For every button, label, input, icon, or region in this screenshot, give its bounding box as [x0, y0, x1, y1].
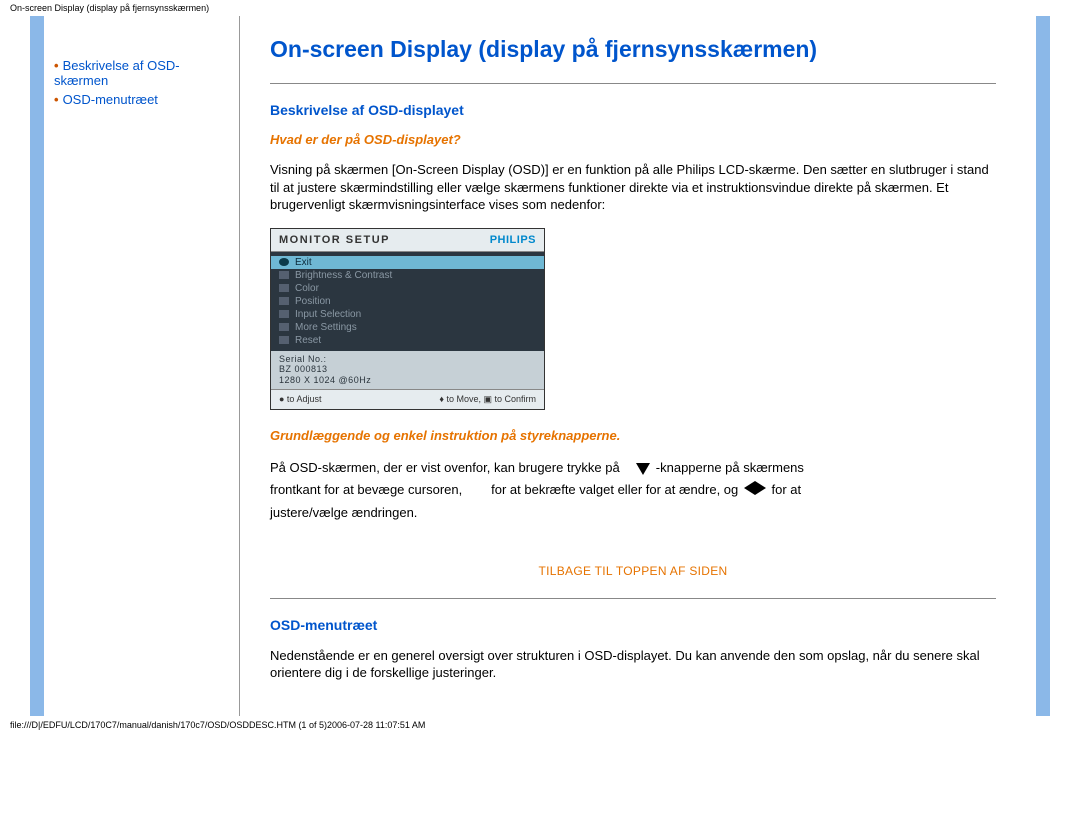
osd-item-label: Reset — [295, 335, 321, 346]
color-icon — [279, 284, 289, 292]
inline-t4: for at bekræfte valget eller for at ændr… — [491, 482, 738, 497]
triangle-down-icon — [636, 463, 650, 475]
osd-header-title: MONITOR SETUP — [279, 234, 390, 246]
sidebar-item-label: Beskrivelse af OSD-skærmen — [54, 58, 180, 88]
osd-serial-value: BZ 000813 — [279, 364, 536, 375]
osd-item-label: Brightness & Contrast — [295, 270, 392, 281]
position-icon — [279, 297, 289, 305]
inline-t2: -knapperne på skærmens — [656, 460, 804, 475]
osd-serial-label: Serial No.: — [279, 354, 536, 365]
footer-file-path: file:///D|/EDFU/LCD/170C7/manual/danish/… — [0, 716, 1080, 734]
osd-item-brightness[interactable]: Brightness & Contrast — [271, 269, 544, 282]
page-title: On-screen Display (display på fjernsynss… — [270, 36, 996, 63]
divider — [270, 598, 996, 599]
inline-t5: for at — [772, 482, 802, 497]
section-heading-osd-desc: Beskrivelse af OSD-displayet — [270, 102, 996, 118]
sidebar-item-osd-menutree[interactable]: • OSD-menutræet — [54, 90, 229, 109]
divider — [270, 83, 996, 84]
osd-info: Serial No.: BZ 000813 1280 X 1024 @60Hz — [271, 351, 544, 389]
osd-item-label: Position — [295, 296, 331, 307]
osd-resolution: 1280 X 1024 @60Hz — [279, 375, 536, 386]
input-icon — [279, 310, 289, 318]
paragraph-osd-intro: Visning på skærmen [On-Screen Display (O… — [270, 161, 996, 214]
osd-item-label: Exit — [295, 257, 312, 268]
top-breadcrumb: On-screen Display (display på fjernsynss… — [0, 0, 1080, 16]
exit-icon — [279, 258, 289, 266]
back-to-top-link[interactable]: TILBAGE TIL TOPPEN AF SIDEN — [270, 564, 996, 578]
bullet-icon: • — [54, 92, 59, 107]
osd-item-more[interactable]: More Settings — [271, 321, 544, 334]
brightness-icon — [279, 271, 289, 279]
osd-item-label: Color — [295, 283, 319, 294]
osd-item-exit[interactable]: Exit — [271, 256, 544, 269]
osd-brand-philips: PHILIPS — [490, 234, 536, 246]
osd-footer-left: ● to Adjust — [279, 394, 321, 405]
sidebar: •Beskrivelse af OSD-skærmen •OSD-menutræ… — [44, 16, 239, 716]
osd-item-position[interactable]: Position — [271, 295, 544, 308]
right-accent-bar — [1036, 16, 1050, 716]
osd-item-label: More Settings — [295, 322, 357, 333]
inline-t6: justere/vælge ændringen. — [270, 505, 417, 520]
osd-item-color[interactable]: Color — [271, 282, 544, 295]
sidebar-item-osd-description[interactable]: •Beskrivelse af OSD-skærmen — [54, 56, 229, 90]
page-wrap: •Beskrivelse af OSD-skærmen •OSD-menutræ… — [30, 16, 1050, 716]
inline-t3: frontkant for at bevæge cursoren, — [270, 482, 462, 497]
left-accent-bar — [30, 16, 44, 716]
osd-item-input[interactable]: Input Selection — [271, 308, 544, 321]
osd-item-reset[interactable]: Reset — [271, 334, 544, 347]
paragraph-osd-tree: Nedenstående er en generel oversigt over… — [270, 647, 996, 682]
bullet-icon: • — [54, 58, 59, 73]
sub-heading-basic-instruction: Grundlæggende og enkel instruktion på st… — [270, 428, 996, 443]
reset-icon — [279, 336, 289, 344]
paragraph-inline-instruction: På OSD-skærmen, der er vist ovenfor, kan… — [270, 457, 996, 524]
osd-header: MONITOR SETUP PHILIPS — [271, 229, 544, 252]
sidebar-item-label: OSD-menutræet — [63, 92, 158, 107]
osd-menu-body: Exit Brightness & Contrast Color Positio… — [271, 252, 544, 351]
sub-heading-what-is-osd: Hvad er der på OSD-displayet? — [270, 132, 996, 147]
section-heading-osd-tree: OSD-menutræet — [270, 617, 996, 633]
osd-item-label: Input Selection — [295, 309, 361, 320]
inline-t1: På OSD-skærmen, der er vist ovenfor, kan… — [270, 460, 620, 475]
osd-footer: ● to Adjust ♦ to Move, ▣ to Confirm — [271, 389, 544, 409]
osd-panel: MONITOR SETUP PHILIPS Exit Brightness & … — [270, 228, 545, 410]
osd-footer-right: ♦ to Move, ▣ to Confirm — [439, 394, 536, 405]
triangle-left-right-icon — [744, 480, 766, 502]
settings-icon — [279, 323, 289, 331]
main-content: On-screen Display (display på fjernsynss… — [240, 16, 1036, 716]
